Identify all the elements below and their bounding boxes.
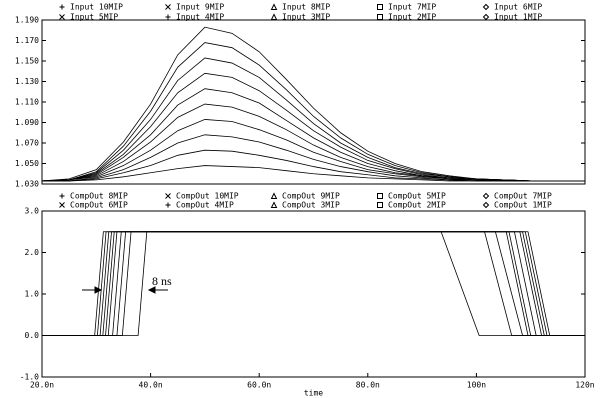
legend-label: CompOut 4MIP xyxy=(176,201,234,210)
y-tick-label: 2.0 xyxy=(25,248,40,257)
legend-marker xyxy=(59,4,65,10)
series-line xyxy=(42,231,585,336)
legend-marker xyxy=(482,13,490,21)
legend-marker xyxy=(165,193,171,199)
legend-label: Input 8MIP xyxy=(282,3,330,12)
legend-label: CompOut 3MIP xyxy=(282,201,340,210)
y-tick-label: 1.110 xyxy=(15,98,39,107)
legend-label: Input 6MIP xyxy=(494,3,542,12)
series-line xyxy=(41,103,585,182)
legend-label: CompOut 5MIP xyxy=(388,192,446,201)
legend-marker xyxy=(482,201,490,209)
x-tick-label: 60.0n xyxy=(247,381,271,390)
x-tick-label: 100n xyxy=(467,381,486,390)
y-tick-label: 1.190 xyxy=(15,16,39,25)
legend-marker xyxy=(59,202,65,208)
legend-marker xyxy=(59,14,65,20)
legend-marker xyxy=(377,202,383,208)
legend-marker xyxy=(270,201,278,208)
series-line xyxy=(42,165,585,182)
y-tick-label: 1.170 xyxy=(15,36,39,45)
legend-label: CompOut 1MIP xyxy=(494,201,552,210)
y-tick-label: 0.0 xyxy=(25,331,40,340)
legend-marker xyxy=(482,3,490,11)
y-tick-label: 1.070 xyxy=(15,139,39,148)
x-tick-label: 120n xyxy=(575,381,594,390)
legend-label: CompOut 8MIP xyxy=(70,192,128,201)
y-tick-label: 3.0 xyxy=(25,207,40,216)
legend-marker xyxy=(270,13,278,20)
legend-marker xyxy=(377,14,383,20)
legend-label: Input 2MIP xyxy=(388,13,436,22)
legend-label: CompOut 2MIP xyxy=(388,201,446,210)
y-tick-label: 1.0 xyxy=(25,290,40,299)
legend-label: Input 4MIP xyxy=(176,13,224,22)
legend-label: Input 3MIP xyxy=(282,13,330,22)
legend-label: CompOut 10MIP xyxy=(176,192,239,201)
annotation: 8 ns xyxy=(152,274,172,288)
legend-label: Input 10MIP xyxy=(70,3,123,12)
legend-label: Input 7MIP xyxy=(388,3,436,12)
y-tick-label: 1.150 xyxy=(15,57,39,66)
y-tick-label: -1.0 xyxy=(20,373,39,382)
legend-marker xyxy=(482,192,490,200)
annotation-arrows xyxy=(82,286,168,294)
legend-label: CompOut 9MIP xyxy=(282,192,340,201)
legend-label: CompOut 7MIP xyxy=(494,192,552,201)
legend-label: CompOut 6MIP xyxy=(70,201,128,210)
y-tick-label: 1.050 xyxy=(15,159,39,168)
legend-marker xyxy=(59,193,65,199)
legend-label: Input 1MIP xyxy=(494,13,542,22)
x-tick-label: 20.0n xyxy=(30,381,54,390)
x-tick-label: 40.0n xyxy=(139,381,163,390)
y-tick-label: 1.030 xyxy=(15,180,39,189)
y-tick-label: 1.090 xyxy=(15,118,39,127)
x-axis-label: time xyxy=(304,389,323,398)
legend-marker xyxy=(377,193,383,199)
legend-label: Input 5MIP xyxy=(70,13,118,22)
legend-marker xyxy=(270,3,278,10)
legend-marker xyxy=(377,4,383,10)
legend-label: Input 9MIP xyxy=(176,3,224,12)
y-tick-label: 1.130 xyxy=(15,77,39,86)
arrow-head xyxy=(147,286,156,294)
legend-marker xyxy=(165,14,171,20)
x-tick-label: 80.0n xyxy=(356,381,380,390)
legend-marker xyxy=(270,192,278,199)
legend-marker xyxy=(165,202,171,208)
legend-marker xyxy=(165,4,171,10)
